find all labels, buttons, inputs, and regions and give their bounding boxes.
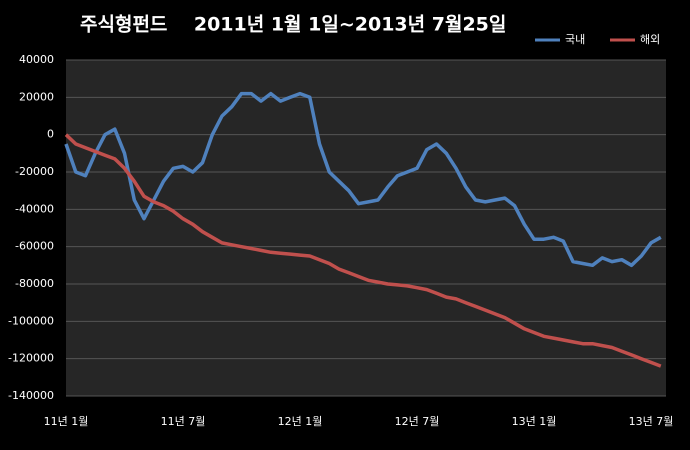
y-tick-label: -80000	[15, 277, 54, 290]
y-tick-label: -100000	[8, 314, 54, 327]
y-tick-label: -60000	[15, 240, 54, 253]
x-tick-label: 11년 7월	[161, 415, 206, 428]
line-series	[64, 133, 662, 368]
line-series	[64, 91, 662, 268]
y-tick-label: -140000	[8, 389, 54, 402]
x-tick-label: 13년 1월	[512, 415, 557, 428]
y-tick-label: -120000	[8, 352, 54, 365]
plot-area	[66, 60, 666, 396]
y-tick-label: 40000	[19, 53, 54, 66]
x-tick-label: 13년 7월	[629, 415, 674, 428]
legend-label: 국내	[565, 33, 585, 46]
x-tick-label: 11년 1월	[44, 415, 89, 428]
x-tick-label: 12년 7월	[395, 415, 440, 428]
chart-title: 주식형펀드 2011년 1월 1일~2013년 7월25일	[80, 14, 506, 36]
y-tick-label: -20000	[15, 165, 54, 178]
y-tick-label: -40000	[15, 202, 54, 215]
y-tick-label: 20000	[19, 90, 54, 103]
legend-label: 해외	[640, 32, 660, 46]
x-tick-label: 12년 1월	[278, 415, 323, 428]
y-tick-label: 0	[47, 128, 54, 141]
